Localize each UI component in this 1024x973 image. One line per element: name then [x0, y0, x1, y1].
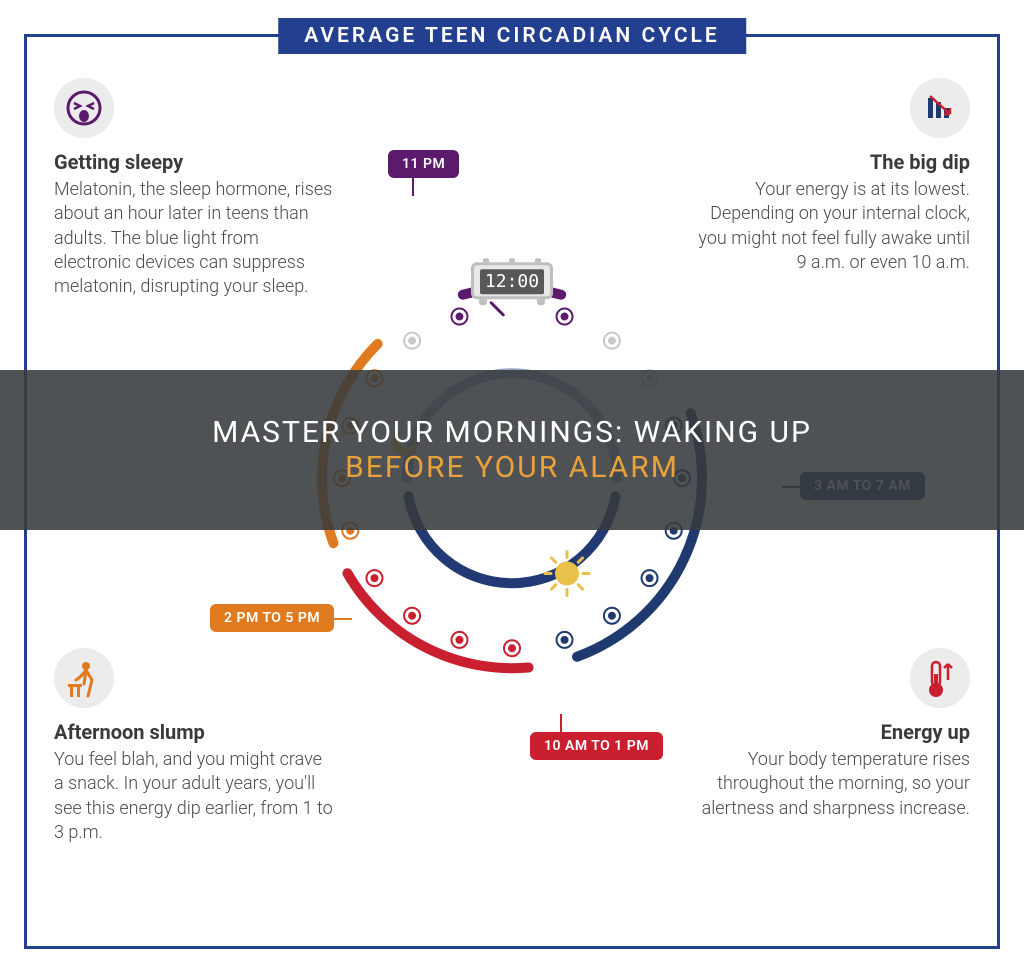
- section-body: Your body temperature rises throughout t…: [690, 748, 970, 821]
- time-label-10am-1pm: 10 AM TO 1 PM: [530, 732, 663, 760]
- time-label-2pm-5pm: 2 PM TO 5 PM: [210, 604, 334, 632]
- chart-down-icon: [910, 78, 970, 138]
- section-title: Afternoon slump: [54, 720, 334, 744]
- sleepy-face-icon: [54, 78, 114, 138]
- section-energy-up: Energy up Your body temperature rises th…: [690, 648, 970, 821]
- section-body: Your energy is at its lowest. Depending …: [690, 178, 970, 275]
- section-title: The big dip: [690, 150, 970, 174]
- section-title: Getting sleepy: [54, 150, 334, 174]
- page-title: AVERAGE TEEN CIRCADIAN CYCLE: [278, 18, 746, 54]
- slump-person-icon: [54, 648, 114, 708]
- section-title: Energy up: [690, 720, 970, 744]
- overlay-line-2: BEFORE YOUR ALARM: [345, 450, 679, 485]
- overlay-line-1: MASTER YOUR MORNINGS: WAKING UP: [212, 415, 812, 450]
- time-label-11pm: 11 PM: [388, 150, 459, 178]
- section-big-dip: The big dip Your energy is at its lowest…: [690, 78, 970, 275]
- section-body: You feel blah, and you might crave a sna…: [54, 748, 334, 845]
- clock-time: 12:00: [480, 269, 544, 294]
- alarm-clock-icon: 12:00: [471, 262, 553, 305]
- overlay-banner: MASTER YOUR MORNINGS: WAKING UP BEFORE Y…: [0, 370, 1024, 530]
- thermometer-up-icon: [910, 648, 970, 708]
